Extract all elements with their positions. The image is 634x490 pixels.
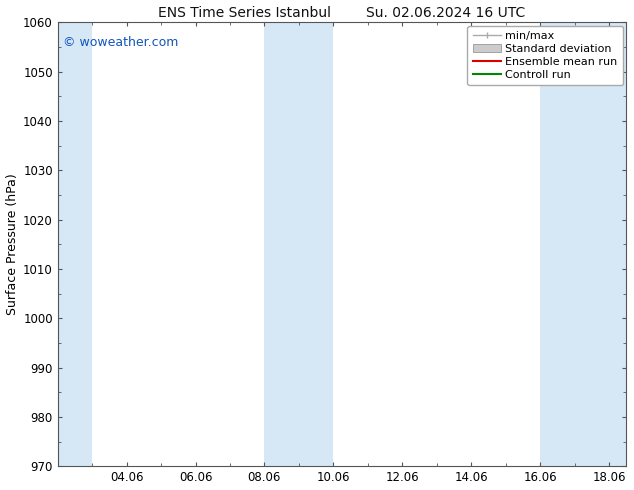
Text: © woweather.com: © woweather.com xyxy=(63,36,179,49)
Bar xyxy=(264,23,333,466)
Bar xyxy=(58,23,92,466)
Legend: min/max, Standard deviation, Ensemble mean run, Controll run: min/max, Standard deviation, Ensemble me… xyxy=(467,26,623,85)
Title: ENS Time Series Istanbul        Su. 02.06.2024 16 UTC: ENS Time Series Istanbul Su. 02.06.2024 … xyxy=(158,6,526,20)
Bar xyxy=(540,23,626,466)
Y-axis label: Surface Pressure (hPa): Surface Pressure (hPa) xyxy=(6,173,19,315)
